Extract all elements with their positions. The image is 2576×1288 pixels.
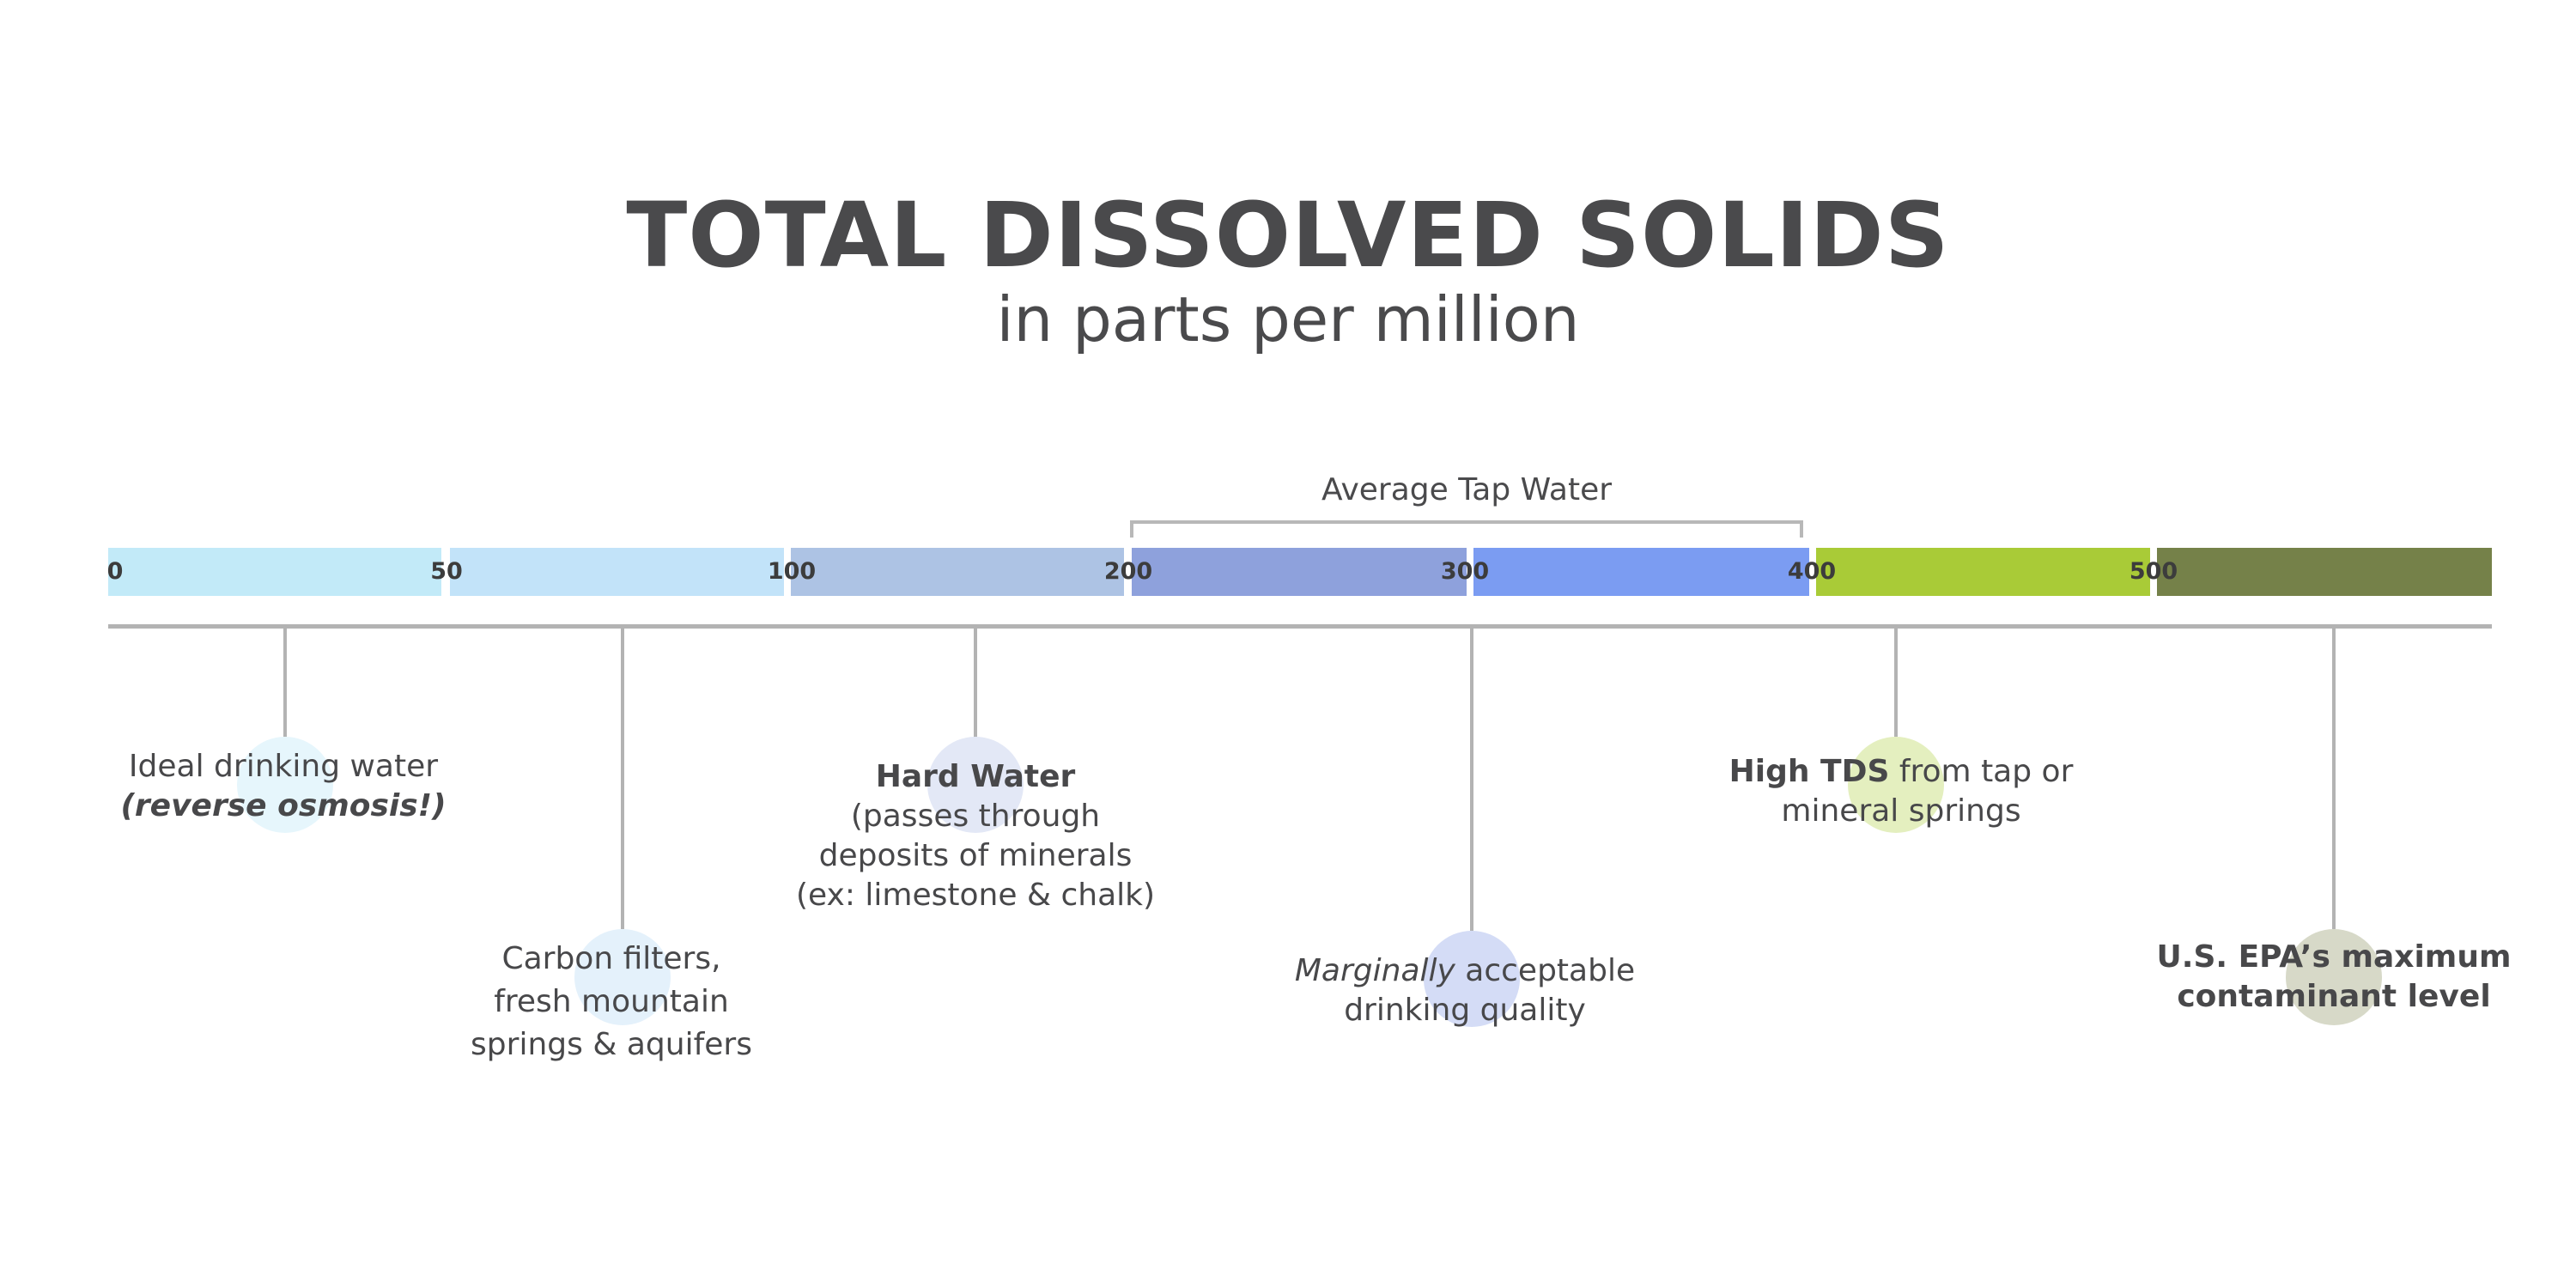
tick-label-0: 0 — [106, 558, 124, 585]
scale-baseline — [108, 624, 2492, 629]
average-tap-water-label: Average Tap Water — [1321, 472, 1613, 507]
stem-marginal — [1470, 629, 1473, 931]
scale-segment-400-500 — [1816, 548, 2150, 596]
callout-high-tds: High TDS from tap or mineral springs — [1728, 754, 2074, 829]
callout-ideal-drinking-water: Ideal drinking water (reverse osmosis!) — [120, 749, 447, 823]
tick-label-300: 300 — [1440, 558, 1490, 585]
stem-epa — [2332, 629, 2336, 929]
dot-ideal — [237, 737, 333, 833]
scale-segment-300-400 — [1473, 548, 1809, 596]
scale-segment-500-plus — [2157, 548, 2492, 596]
stem-carbon — [621, 629, 624, 929]
dot-high — [1848, 737, 1944, 833]
tick-label-400: 400 — [1787, 558, 1837, 585]
page-title: TOTAL DISSOLVED SOLIDS — [626, 183, 1950, 288]
dot-epa — [2286, 929, 2382, 1025]
callout-carbon-filters: Carbon filters, fresh mountain springs &… — [471, 941, 752, 1062]
tick-label-500: 500 — [2129, 558, 2178, 585]
callout-marginally-acceptable: Marginally acceptable drinking quality — [1294, 953, 1636, 1028]
tick-label-100: 100 — [767, 558, 817, 585]
scale-segment-200-300 — [1132, 548, 1467, 596]
dot-hard — [927, 737, 1024, 833]
stem-hard — [974, 629, 977, 740]
scale-segment-0-50 — [108, 548, 441, 596]
scale-segment-50-100 — [450, 548, 784, 596]
tick-label-50: 50 — [430, 558, 463, 585]
callout-hard-water: Hard Water (passes through deposits of m… — [795, 759, 1156, 913]
tick-label-200: 200 — [1103, 558, 1153, 585]
stem-ideal — [283, 629, 287, 737]
callout-epa-maximum: U.S. EPA’s maximum contaminant level — [2156, 939, 2512, 1014]
average-tap-water-bracket — [1130, 520, 1803, 538]
stem-high — [1894, 629, 1898, 737]
page-subtitle: in parts per million — [996, 283, 1580, 355]
dot-marginal — [1424, 931, 1520, 1027]
dot-carbon — [574, 929, 671, 1025]
scale-segment-100-200 — [791, 548, 1124, 596]
